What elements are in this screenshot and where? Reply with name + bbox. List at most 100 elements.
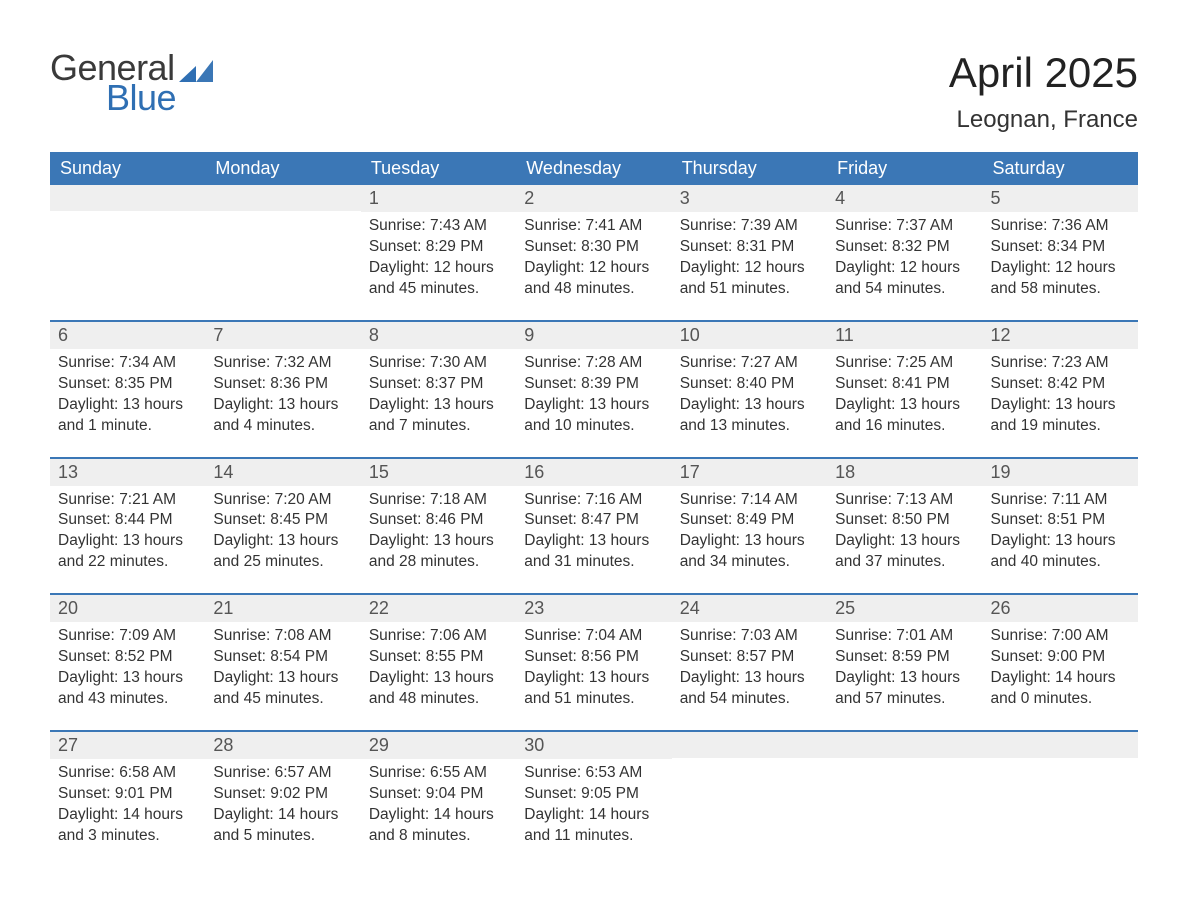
daylight-line: Daylight: 13 hours and 45 minutes. <box>213 668 352 710</box>
sunrise-label: Sunrise: <box>213 354 270 371</box>
daylight-line: Daylight: 13 hours and 48 minutes. <box>369 668 508 710</box>
day-details: Sunrise: 7:21 AMSunset: 8:44 PMDaylight:… <box>50 486 205 574</box>
dow-monday: Monday <box>205 152 360 185</box>
calendar-day: 16Sunrise: 7:16 AMSunset: 8:47 PMDayligh… <box>516 459 671 594</box>
day-number: 25 <box>827 595 982 622</box>
calendar-week: 20Sunrise: 7:09 AMSunset: 8:52 PMDayligh… <box>50 593 1138 730</box>
header-right: April 2025 Leognan, France <box>949 50 1138 134</box>
day-number: 13 <box>50 459 205 486</box>
sunrise-line: Sunrise: 7:13 AM <box>835 490 974 511</box>
sunrise-value: 7:21 AM <box>119 491 176 508</box>
logo: General Blue <box>50 50 213 116</box>
sunset-line: Sunset: 8:40 PM <box>680 374 819 395</box>
sunset-line: Sunset: 8:46 PM <box>369 510 508 531</box>
daylight-line: Daylight: 13 hours and 31 minutes. <box>524 531 663 573</box>
sunset-label: Sunset: <box>369 648 422 665</box>
sunset-value: 8:39 PM <box>581 375 639 392</box>
day-number <box>983 732 1138 758</box>
sunrise-value: 7:43 AM <box>430 217 487 234</box>
sunset-label: Sunset: <box>369 785 422 802</box>
day-details: Sunrise: 6:55 AMSunset: 9:04 PMDaylight:… <box>361 759 516 847</box>
sunrise-label: Sunrise: <box>369 354 426 371</box>
daylight-line: Daylight: 13 hours and 51 minutes. <box>524 668 663 710</box>
sunrise-value: 7:14 AM <box>741 491 798 508</box>
sunrise-value: 7:23 AM <box>1052 354 1109 371</box>
sunrise-value: 7:34 AM <box>119 354 176 371</box>
sunset-line: Sunset: 8:35 PM <box>58 374 197 395</box>
sunset-label: Sunset: <box>58 648 111 665</box>
sunset-label: Sunset: <box>680 511 733 528</box>
day-details: Sunrise: 7:43 AMSunset: 8:29 PMDaylight:… <box>361 212 516 300</box>
sunrise-line: Sunrise: 7:09 AM <box>58 626 197 647</box>
dow-friday: Friday <box>827 152 982 185</box>
calendar-day <box>983 732 1138 867</box>
day-details: Sunrise: 7:01 AMSunset: 8:59 PMDaylight:… <box>827 622 982 710</box>
sunrise-line: Sunrise: 7:08 AM <box>213 626 352 647</box>
daylight-label: Daylight: <box>991 669 1051 686</box>
sunset-label: Sunset: <box>835 375 888 392</box>
calendar-day <box>827 732 982 867</box>
dow-sunday: Sunday <box>50 152 205 185</box>
sunset-line: Sunset: 8:36 PM <box>213 374 352 395</box>
calendar-week: 6Sunrise: 7:34 AMSunset: 8:35 PMDaylight… <box>50 320 1138 457</box>
sunset-value: 9:04 PM <box>426 785 484 802</box>
day-number: 12 <box>983 322 1138 349</box>
logo-word2: Blue <box>106 80 213 116</box>
daylight-label: Daylight: <box>680 669 740 686</box>
sunrise-value: 7:36 AM <box>1052 217 1109 234</box>
sunrise-line: Sunrise: 7:03 AM <box>680 626 819 647</box>
sunrise-label: Sunrise: <box>524 627 581 644</box>
day-number: 21 <box>205 595 360 622</box>
sunrise-value: 7:06 AM <box>430 627 487 644</box>
day-details: Sunrise: 7:04 AMSunset: 8:56 PMDaylight:… <box>516 622 671 710</box>
day-details: Sunrise: 7:32 AMSunset: 8:36 PMDaylight:… <box>205 349 360 437</box>
day-details: Sunrise: 7:18 AMSunset: 8:46 PMDaylight:… <box>361 486 516 574</box>
daylight-label: Daylight: <box>58 669 118 686</box>
calendar-day: 29Sunrise: 6:55 AMSunset: 9:04 PMDayligh… <box>361 732 516 867</box>
sunset-label: Sunset: <box>524 238 577 255</box>
calendar-day: 11Sunrise: 7:25 AMSunset: 8:41 PMDayligh… <box>827 322 982 457</box>
daylight-line: Daylight: 14 hours and 5 minutes. <box>213 805 352 847</box>
calendar-day: 24Sunrise: 7:03 AMSunset: 8:57 PMDayligh… <box>672 595 827 730</box>
calendar-day <box>672 732 827 867</box>
daylight-line: Daylight: 12 hours and 54 minutes. <box>835 258 974 300</box>
daylight-line: Daylight: 12 hours and 45 minutes. <box>369 258 508 300</box>
daylight-line: Daylight: 13 hours and 28 minutes. <box>369 531 508 573</box>
day-details: Sunrise: 7:39 AMSunset: 8:31 PMDaylight:… <box>672 212 827 300</box>
calendar-page: General Blue April 2025 Leognan, France … <box>0 0 1188 907</box>
sunset-line: Sunset: 8:49 PM <box>680 510 819 531</box>
day-details: Sunrise: 7:41 AMSunset: 8:30 PMDaylight:… <box>516 212 671 300</box>
day-details: Sunrise: 7:28 AMSunset: 8:39 PMDaylight:… <box>516 349 671 437</box>
sunset-line: Sunset: 8:55 PM <box>369 647 508 668</box>
calendar-week: 27Sunrise: 6:58 AMSunset: 9:01 PMDayligh… <box>50 730 1138 867</box>
daylight-line: Daylight: 13 hours and 7 minutes. <box>369 395 508 437</box>
day-number: 11 <box>827 322 982 349</box>
sunset-label: Sunset: <box>835 238 888 255</box>
sunset-label: Sunset: <box>680 375 733 392</box>
sunset-line: Sunset: 8:52 PM <box>58 647 197 668</box>
sunrise-value: 6:57 AM <box>275 764 332 781</box>
day-number: 3 <box>672 185 827 212</box>
sunset-line: Sunset: 8:32 PM <box>835 237 974 258</box>
calendar-day: 10Sunrise: 7:27 AMSunset: 8:40 PMDayligh… <box>672 322 827 457</box>
sunrise-label: Sunrise: <box>213 627 270 644</box>
calendar-day: 23Sunrise: 7:04 AMSunset: 8:56 PMDayligh… <box>516 595 671 730</box>
sunrise-line: Sunrise: 6:57 AM <box>213 763 352 784</box>
day-number: 7 <box>205 322 360 349</box>
sunrise-value: 7:18 AM <box>430 491 487 508</box>
calendar-day: 18Sunrise: 7:13 AMSunset: 8:50 PMDayligh… <box>827 459 982 594</box>
sunset-label: Sunset: <box>680 238 733 255</box>
sunrise-value: 7:25 AM <box>896 354 953 371</box>
sunrise-line: Sunrise: 7:36 AM <box>991 216 1130 237</box>
sunset-line: Sunset: 8:41 PM <box>835 374 974 395</box>
sunrise-line: Sunrise: 7:41 AM <box>524 216 663 237</box>
sunrise-line: Sunrise: 7:00 AM <box>991 626 1130 647</box>
sunset-value: 8:37 PM <box>426 375 484 392</box>
daylight-line: Daylight: 12 hours and 51 minutes. <box>680 258 819 300</box>
sunset-line: Sunset: 9:01 PM <box>58 784 197 805</box>
sunset-value: 9:02 PM <box>270 785 328 802</box>
day-details: Sunrise: 7:09 AMSunset: 8:52 PMDaylight:… <box>50 622 205 710</box>
daylight-label: Daylight: <box>991 532 1051 549</box>
sunset-line: Sunset: 8:44 PM <box>58 510 197 531</box>
sunrise-value: 7:20 AM <box>275 491 332 508</box>
